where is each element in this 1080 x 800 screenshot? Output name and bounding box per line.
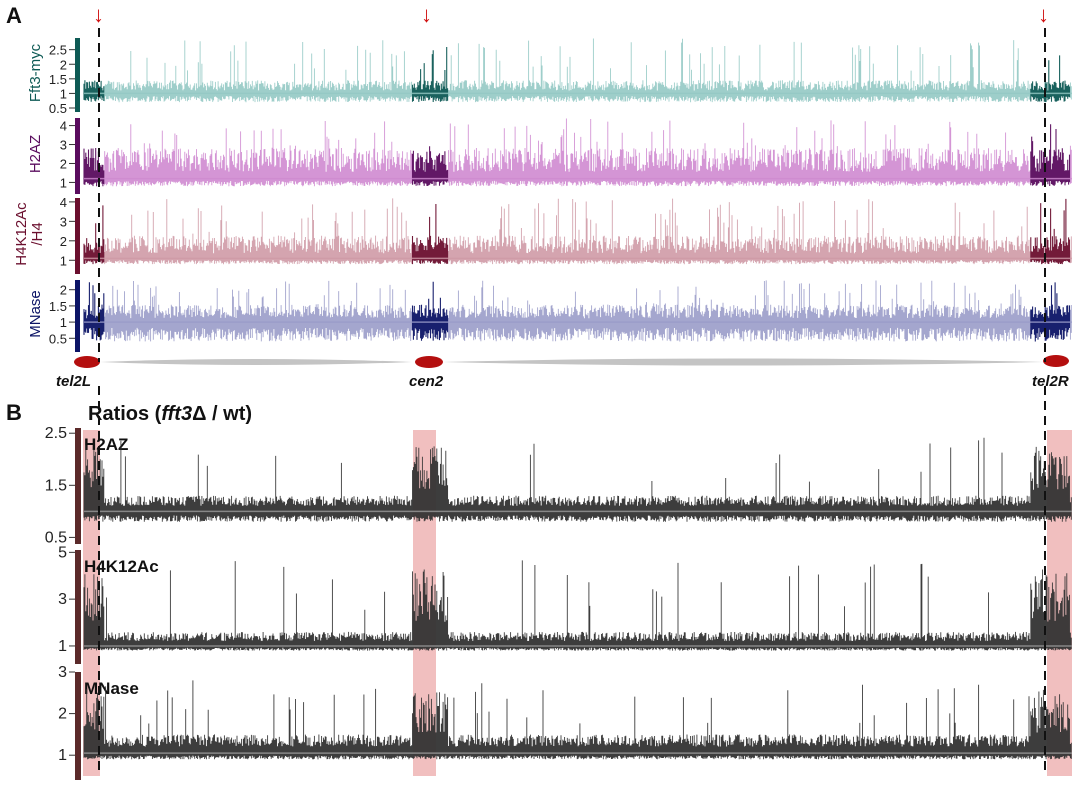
tel2R-marker [1043,355,1069,367]
track-5-ylabel: H2AZ [84,435,128,454]
track-4-ytick-label: 1.5 [49,299,67,314]
tracks: 0.511.522.5Fft3-myc1234H2AZ1234H4K12Ac/H… [13,38,1072,780]
tel2L-label: tel2L [56,373,91,390]
track-1-ytick-label: 1.5 [49,72,67,87]
track-6: 1 3 5 H4K12Ac [58,544,1072,664]
track-1-ytick-label: 2.5 [49,43,67,58]
arrow-tel2R-icon: ↓ [1038,2,1049,27]
track-2-signal-enriched [83,124,1071,187]
track-2-ytick-label: 4 [60,119,67,134]
track-1-axis-bar [75,38,80,112]
track-2: 1 2 3 4 H2AZ [27,118,1072,194]
track-6-signal-enriched [83,560,1072,651]
track-3-ytick-label: 4 [60,195,67,210]
cen2-label: cen2 [409,373,444,390]
track-4-ytick-label: 2 [60,283,67,298]
track-5-ytick-label: 0.5 [45,529,67,546]
track-7-ytick-label: 2 [58,706,67,723]
track-1-ylabel: Fft3-myc [27,43,44,102]
track-5: 0.5 1.5 2.5 H2AZ [45,425,1072,546]
track-1: 0.511.522.5 Fft3-myc [27,38,1072,116]
track-7-ytick-label: 3 [58,664,67,681]
track-3-signal [104,198,1072,265]
track-3-ytick-label: 1 [60,253,67,268]
track-6-ytick-label: 1 [58,638,67,655]
track-6-ytick-label: 3 [58,591,67,608]
track-2-axis-bar [75,118,80,194]
track-3-axis-bar [75,198,80,274]
track-4-ytick-label: 1 [60,315,67,330]
track-3-ytick-label: 3 [60,214,67,229]
tel2L-marker [74,356,100,368]
panel-a-label: A [6,3,22,28]
track-7: 1 2 3 MNase [58,664,1072,780]
guide-lines [98,28,1046,776]
panel-b-label: B [6,400,22,425]
arrow-tel2L-icon: ↓ [93,2,104,27]
track-3-ytick-label: 2 [60,234,67,249]
track-1-ytick-label: 2 [60,57,67,72]
chromosome-schematic: tel2L cen2 tel2R [56,355,1069,390]
track-7-ylabel: MNase [84,679,139,698]
track-6-ylabel: H4K12Ac [84,557,159,576]
track-7-axis-bar [75,672,81,780]
chromosome-arm-right [442,358,1044,366]
track-2-ytick-label: 1 [60,175,67,190]
cen2-marker [415,356,443,368]
track-5-signal-enriched [83,437,1072,522]
tel2R-label: tel2R [1032,373,1069,390]
track-6-ytick-label: 5 [58,544,67,561]
track-5-axis-bar [75,428,81,544]
track-3: 1 2 3 4 H4K12Ac/H4 [13,195,1072,274]
track-3-signal-enriched [83,198,1071,265]
track-4-ytick-label: 0.5 [49,331,67,346]
track-5-ytick-label: 1.5 [45,477,67,494]
track-4: 0.511.52 MNase [27,280,1072,352]
track-4-ylabel: MNase [27,290,44,338]
arrow-cen2-icon: ↓ [421,2,432,27]
chromosome-arm-left [100,359,412,365]
track-1-ytick-label: 1 [60,86,67,101]
panel-b-title: Ratios (fft3Δ / wt) [88,403,252,425]
track-4-axis-bar [75,280,80,352]
track-2-ylabel: H2AZ [27,135,44,173]
track-2-ytick-label: 3 [60,138,67,153]
track-7-ytick-label: 1 [58,747,67,764]
track-5-ytick-label: 2.5 [45,425,67,442]
track-7-signal-enriched [83,680,1072,760]
track-2-ytick-label: 2 [60,156,67,171]
track-2-signal [104,118,1072,187]
track-3-ylabel: H4K12Ac/H4 [13,202,46,266]
track-4-signal [104,280,1072,342]
track-1-ytick-label: 0.5 [49,101,67,116]
track-6-axis-bar [75,550,81,664]
highlight-bands [83,430,1072,776]
track-1-signal [104,38,1072,103]
